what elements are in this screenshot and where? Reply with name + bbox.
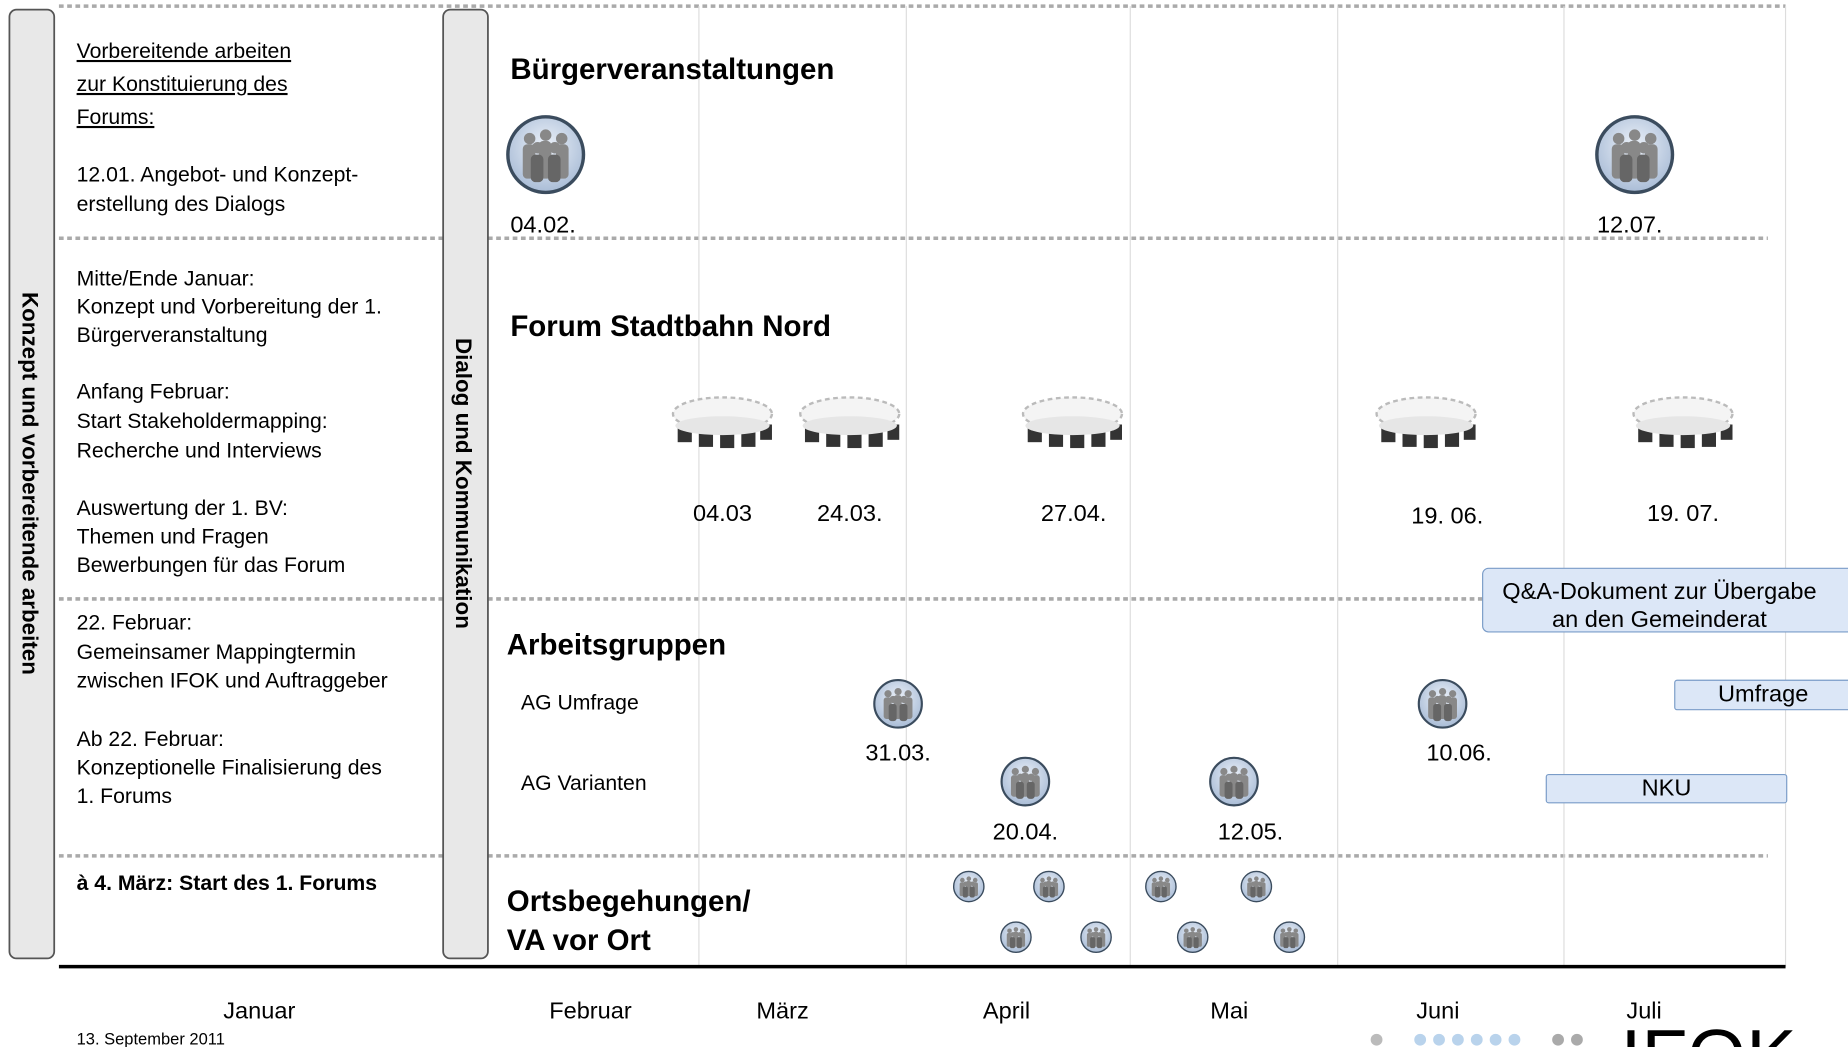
date: 12.07.: [1597, 211, 1663, 237]
note: Ab 22. Februar:: [77, 728, 224, 751]
side-label: Dialog und Kommunikation: [451, 338, 476, 629]
logo: IFOK: [1621, 1014, 1797, 1047]
date: 19. 07.: [1647, 500, 1719, 526]
ag-icons: [874, 680, 1466, 805]
note-heading: Forums:: [77, 106, 155, 129]
note-heading: Vorbereitende arbeiten: [77, 40, 292, 63]
note: Konzeptionelle Finalisierung des: [77, 757, 382, 780]
note: 1. Forums: [77, 785, 172, 808]
event-icon: [1597, 117, 1673, 193]
note: erstellung des Dialogs: [77, 193, 286, 216]
table-icons: [673, 397, 1733, 448]
note: 22. Februar:: [77, 612, 193, 635]
section-title: Forum Stadtbahn Nord: [510, 310, 831, 343]
section-title: Ortsbegehungen/: [507, 885, 751, 918]
note: Bürgerveranstaltung: [77, 324, 268, 347]
date: 31.03.: [865, 739, 931, 765]
date: 24.03.: [817, 500, 883, 526]
section-title: Arbeitsgruppen: [507, 628, 726, 661]
month-label: Juni: [1416, 998, 1459, 1024]
date: 04.02.: [510, 211, 576, 237]
note: Auswertung der 1. BV:: [77, 497, 288, 520]
bar-label: Umfrage: [1718, 680, 1808, 706]
timeline-slide: Konzept und vorbereitende arbeiten Dialo…: [0, 0, 1848, 1047]
note: zwischen IFOK und Auftraggeber: [77, 669, 388, 692]
date: 12.05.: [1218, 818, 1284, 844]
date: 04.03: [693, 500, 752, 526]
note: Mitte/Ende Januar:: [77, 267, 255, 290]
note: à 4. März: Start des 1. Forums: [77, 872, 377, 895]
date: 27.04.: [1041, 500, 1107, 526]
note: Gemeinsamer Mappingtermin: [77, 641, 356, 664]
group-label: AG Varianten: [521, 772, 647, 795]
note: Recherche und Interviews: [77, 440, 322, 463]
section-title: VA vor Ort: [507, 924, 651, 957]
date: 10.06.: [1426, 739, 1492, 765]
note: Themen und Fragen: [77, 526, 269, 549]
note: Start Stakeholdermapping:: [77, 410, 328, 433]
note: Konzept und Vorbereitung der 1.: [77, 296, 382, 319]
group-label: AG Umfrage: [521, 692, 639, 715]
note: 12.01. Angebot- und Konzept-: [77, 164, 359, 187]
grid: [59, 6, 1786, 967]
note: Anfang Februar:: [77, 381, 230, 404]
callout-text: an den Gemeinderat: [1552, 606, 1767, 632]
date: 19. 06.: [1411, 502, 1483, 528]
note: Bewerbungen für das Forum: [77, 554, 346, 577]
callout-text: Q&A-Dokument zur Übergabe: [1502, 578, 1816, 604]
bar-label: NKU: [1642, 775, 1692, 801]
footer-date: 13. September 2011: [77, 1030, 225, 1047]
section-title: Bürgerveranstaltungen: [510, 53, 834, 86]
month-label: Februar: [549, 998, 632, 1024]
month-label: März: [756, 998, 808, 1024]
date: 20.04.: [993, 818, 1059, 844]
site-icons: [954, 871, 1305, 952]
notes: Vorbereitende arbeiten zur Konstituierun…: [77, 40, 388, 895]
event-icon: [508, 117, 584, 193]
month-label: Januar: [223, 998, 295, 1024]
month-label: Mai: [1210, 998, 1248, 1024]
side-label: Konzept und vorbereitende arbeiten: [17, 292, 42, 675]
month-label: April: [983, 998, 1030, 1024]
logo-dots: [1371, 1034, 1583, 1046]
note-heading: zur Konstituierung des: [77, 73, 288, 96]
